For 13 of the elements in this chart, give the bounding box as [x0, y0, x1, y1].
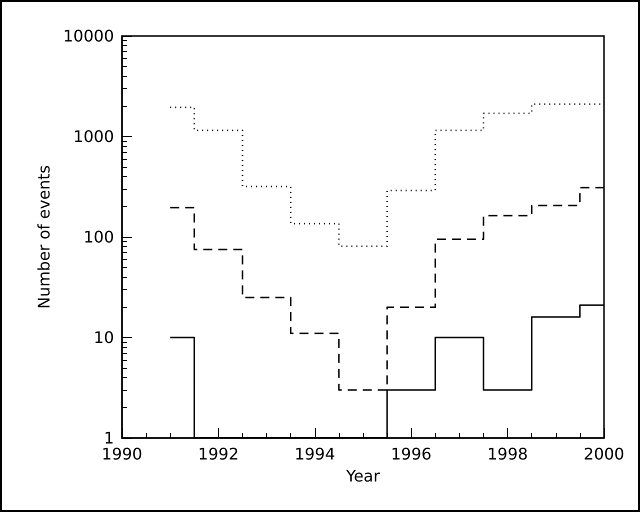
x-tick-label: 1990 — [102, 444, 142, 464]
x-tick-label: 2000 — [584, 444, 624, 464]
x-axis-title: Year — [345, 466, 380, 486]
y-tick-label: 100 — [83, 228, 114, 246]
x-tick-label: 1994 — [294, 444, 336, 464]
y-tick-label: 10000 — [63, 26, 114, 46]
y-axis-title: Number of events — [34, 165, 54, 309]
x-tick-label: 1992 — [198, 444, 239, 464]
y-tick-label: 1 — [104, 428, 114, 448]
x-tick-label: 1996 — [390, 444, 432, 464]
x-tick-label: 1998 — [487, 444, 528, 464]
y-tick-label: 10 — [94, 328, 114, 347]
y-tick-label: 1000 — [73, 127, 114, 146]
